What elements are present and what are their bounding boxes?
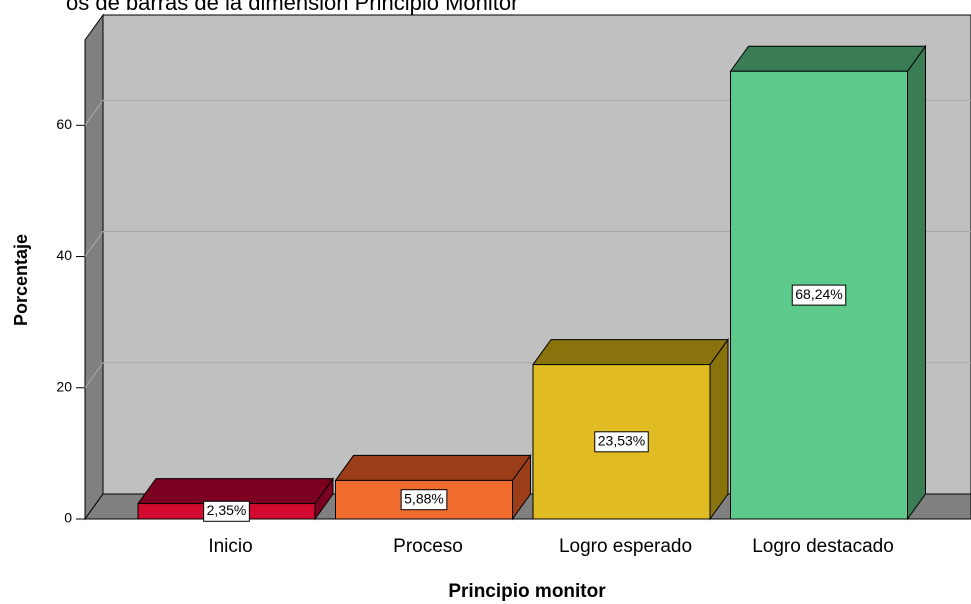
value-label: 68,24%	[795, 286, 842, 302]
y-tick-label: 0	[64, 510, 72, 526]
value-label-box	[203, 500, 250, 522]
left-wall	[84, 13, 104, 521]
bar-top	[532, 339, 729, 366]
bar-side	[907, 44, 926, 521]
value-label-box	[594, 431, 649, 453]
value-label: 23,53%	[598, 433, 645, 449]
y-tick-label: 60	[56, 116, 72, 132]
bar-top	[334, 454, 532, 481]
bar-top	[729, 45, 927, 72]
x-tick-label: Logro destacado	[752, 536, 894, 557]
y-tick-label: 20	[56, 378, 72, 394]
value-label-box	[791, 284, 847, 306]
value-label: 5,88%	[404, 490, 444, 506]
grid-line	[84, 99, 971, 126]
value-label-box	[400, 489, 448, 511]
bar-side	[709, 338, 729, 521]
y-axis-label: Porcentaje	[11, 234, 31, 326]
x-tick-label: Logro esperado	[559, 536, 692, 557]
x-tick-label: Proceso	[393, 536, 463, 557]
grid-line	[84, 231, 971, 257]
bar-top	[137, 478, 334, 505]
value-label: 2,35%	[207, 502, 247, 518]
chart-title: os de barras de la dimensión Principio M…	[66, 0, 518, 15]
x-tick-label: Inicio	[208, 536, 252, 557]
x-axis-label: Principio monitor	[448, 581, 606, 602]
y-tick-label: 40	[56, 247, 72, 263]
